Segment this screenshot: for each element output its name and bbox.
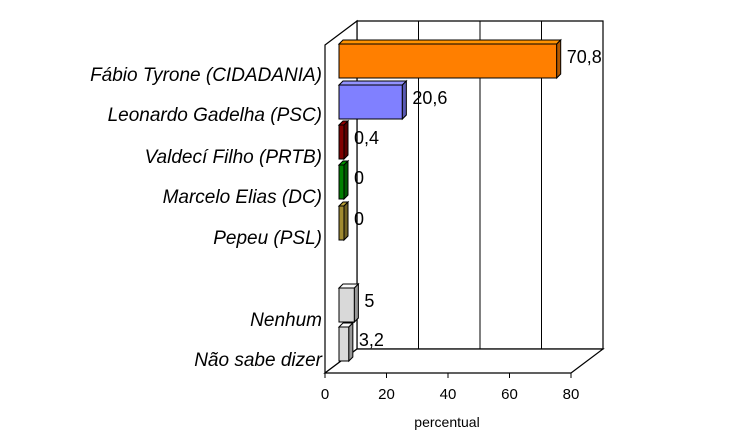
chart-floor	[323, 348, 605, 374]
bar	[337, 159, 350, 201]
category-label: Não sabe dizer	[194, 350, 322, 371]
x-axis-title: percentual	[414, 414, 479, 430]
value-label: 0	[354, 168, 364, 188]
value-label: 3,2	[359, 330, 384, 350]
x-axis-ticks: 0 20 40 60 80	[321, 373, 580, 403]
category-labels: Fábio Tyrone (CIDADANIA) Leonardo Gadelha…	[90, 65, 323, 371]
x-tick-label: 60	[501, 386, 518, 403]
bar	[337, 79, 408, 121]
value-label: 20,6	[412, 88, 447, 108]
value-label: 70,8	[567, 47, 602, 67]
x-tick-label: 0	[321, 386, 329, 403]
value-label: 0	[354, 209, 364, 229]
bar	[337, 321, 355, 363]
category-label: Fábio Tyrone (CIDADANIA)	[90, 65, 322, 86]
bar	[337, 200, 350, 242]
x-tick-label: 20	[378, 386, 395, 403]
value-label: 0,4	[354, 128, 379, 148]
category-label: Leonardo Gadelha (PSC)	[108, 105, 322, 126]
chart-bars	[337, 38, 562, 363]
category-label: Nenhum	[250, 310, 322, 331]
bar	[337, 119, 350, 161]
category-label: Pepeu (PSL)	[213, 228, 322, 249]
bar	[337, 38, 562, 80]
category-label: Valdecí Filho (PRTB)	[145, 147, 322, 168]
value-labels: 70,8 20,6 0,4 0 0 5 3,2	[354, 47, 602, 350]
bar	[337, 282, 360, 324]
x-tick-label: 40	[440, 386, 457, 403]
category-label: Marcelo Elias (DC)	[163, 187, 322, 208]
value-label: 5	[364, 291, 374, 311]
x-tick-label: 80	[563, 386, 580, 403]
